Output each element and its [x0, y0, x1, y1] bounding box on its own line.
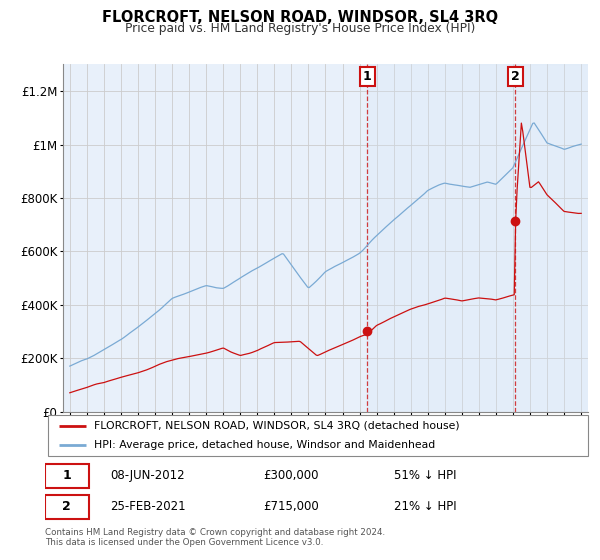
FancyBboxPatch shape	[45, 494, 89, 519]
Text: 1: 1	[62, 469, 71, 483]
Text: FLORCROFT, NELSON ROAD, WINDSOR, SL4 3RQ: FLORCROFT, NELSON ROAD, WINDSOR, SL4 3RQ	[102, 10, 498, 25]
Text: 51% ↓ HPI: 51% ↓ HPI	[394, 469, 457, 483]
Text: HPI: Average price, detached house, Windsor and Maidenhead: HPI: Average price, detached house, Wind…	[94, 440, 436, 450]
Text: Price paid vs. HM Land Registry's House Price Index (HPI): Price paid vs. HM Land Registry's House …	[125, 22, 475, 35]
Text: 2: 2	[62, 500, 71, 514]
Text: £300,000: £300,000	[263, 469, 319, 483]
Text: 21% ↓ HPI: 21% ↓ HPI	[394, 500, 457, 514]
Text: FLORCROFT, NELSON ROAD, WINDSOR, SL4 3RQ (detached house): FLORCROFT, NELSON ROAD, WINDSOR, SL4 3RQ…	[94, 421, 460, 431]
Text: £715,000: £715,000	[263, 500, 319, 514]
Text: 25-FEB-2021: 25-FEB-2021	[110, 500, 186, 514]
Text: 1: 1	[363, 70, 371, 83]
Text: 2: 2	[511, 70, 520, 83]
Text: 08-JUN-2012: 08-JUN-2012	[110, 469, 185, 483]
FancyBboxPatch shape	[45, 464, 89, 488]
Bar	[367, 64, 590, 412]
FancyBboxPatch shape	[48, 416, 588, 456]
Text: Contains HM Land Registry data © Crown copyright and database right 2024.
This d: Contains HM Land Registry data © Crown c…	[45, 528, 385, 547]
